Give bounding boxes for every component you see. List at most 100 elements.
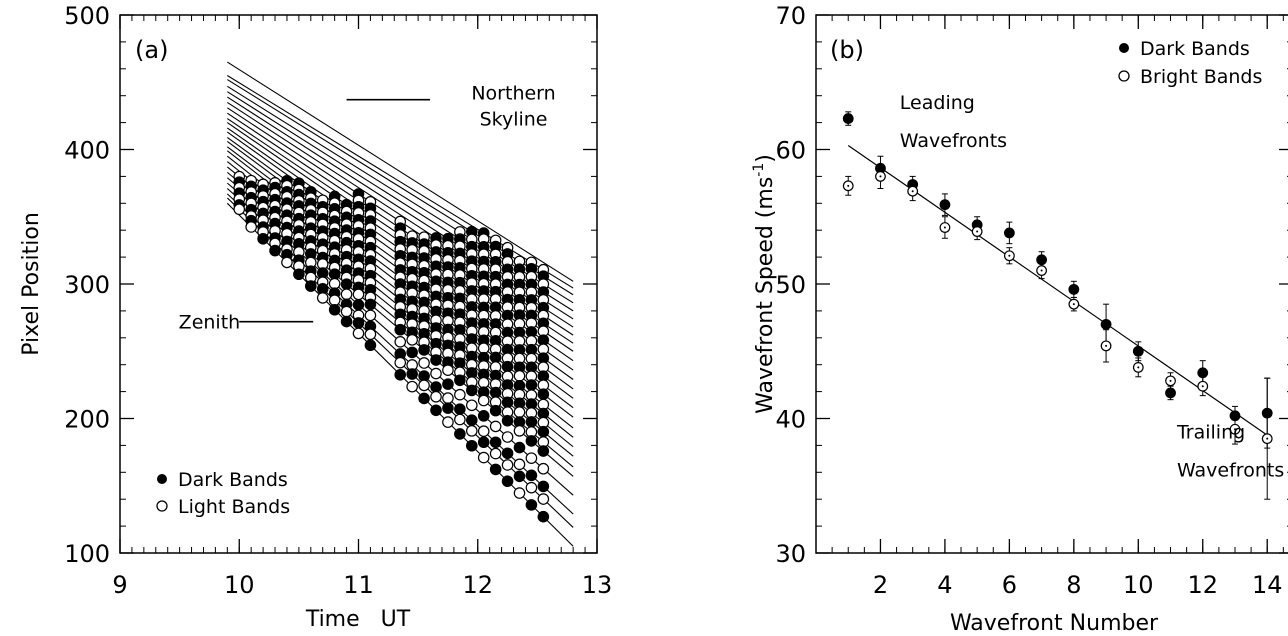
dark-band-point [513,441,526,454]
panel-a-band-points [233,170,550,523]
light-band-point [430,390,442,403]
light-band-point [442,364,454,376]
light-band-point [454,413,466,426]
dark-band-point [269,244,281,257]
light-band-point [477,394,490,407]
light-band-point [364,328,377,341]
band-fit-line [227,75,574,289]
light-band-point [364,309,377,322]
b-x-tick-label: 6 [1002,571,1017,599]
trailing-label: Trailing [1176,422,1245,444]
dark-band-point [1197,367,1209,379]
dark-band-point [454,403,466,415]
dark-band-point [1100,318,1112,330]
dark-band-point [465,384,478,397]
dark-band-point [501,396,514,409]
dark-band-point [489,386,502,399]
zenith-label: Zenith [179,312,241,334]
a-y-tick-label: 400 [64,137,110,165]
bright-band-point-center [1201,385,1204,388]
panel-a-legend: Dark Bands Light Bands [156,469,290,518]
light-band-point [406,334,418,346]
b-x-tick-label: 14 [1252,571,1283,599]
dark-band-point [513,470,526,483]
legend-dark-bands-label: Dark Bands [178,469,288,491]
legend-dark-bands-marker [1119,43,1129,53]
light-band-point [442,416,454,428]
dark-band-point [430,381,442,393]
b-x-tick-label: 8 [1066,571,1081,599]
light-band-point [340,288,353,301]
a-x-tick-label: 12 [462,571,493,599]
dark-band-point [430,354,442,366]
light-band-point [465,399,478,412]
a-y-tick-label: 200 [64,406,110,434]
b-y-tick-label: 50 [775,271,806,299]
panel-b-y-axis-title-main: Wavefront Speed (ms [753,177,778,414]
dark-band-point [501,475,514,488]
light-band-point [477,425,490,438]
bright-band-point-center [943,226,946,229]
panel-b-y-axis-title-sup: -1 [751,163,767,177]
dark-band-point [454,428,466,440]
light-band-point [454,388,466,401]
dark-band-point [525,499,538,511]
bright-band-point-center [1072,303,1075,306]
light-band-point [513,458,526,471]
trailing-wavefronts-label: Wavefronts [1177,459,1284,481]
panel-a-reference-lines [239,98,431,323]
light-band-point [513,406,526,418]
dark-band-point [537,388,550,400]
b-x-tick-label: 2 [873,571,888,599]
light-band-point [430,367,442,380]
northern-label: Northern [471,83,555,105]
panel-a-axes: 9 10 11 12 13 100 200 300 400 500 [64,2,612,599]
light-band-point [418,357,430,369]
light-band-point [477,451,490,464]
light-band-point [525,481,538,494]
dark-band-point [537,510,550,523]
dark-band-point [537,445,550,457]
dark-band-point [340,315,353,328]
light-band-point [328,294,341,306]
dark-band-point [304,280,317,292]
a-x-tick-label: 9 [112,571,127,599]
dark-band-point [501,447,514,460]
b-x-tick-label: 4 [937,571,952,599]
bright-band-point-center [1040,269,1043,272]
bright-band-point-center [1008,254,1011,257]
legend-dark-bands-marker [157,474,167,484]
b-y-tick-label: 30 [775,540,806,568]
dark-band-point [1132,345,1144,357]
panel-b-data-points [842,111,1273,500]
light-band-point [394,356,407,369]
bright-band-point-center [1105,344,1108,347]
bright-band-point-center [1233,428,1236,431]
a-x-tick-label: 11 [343,571,374,599]
dark-band-point [406,368,418,380]
panel-b-legend: Dark Bands Bright Bands [1118,38,1262,88]
dark-band-point [352,317,365,329]
light-band-point [489,447,502,460]
b-x-tick-label: 12 [1187,571,1218,599]
panel-a-x-axis-title: Time UT [305,607,411,632]
dark-band-point [340,278,353,291]
bright-band-point-center [1137,366,1140,369]
bright-band-point-center [976,230,979,233]
legend-bright-bands-label: Bright Bands [1140,66,1262,88]
dark-band-point [842,113,854,124]
dark-band-point [477,436,490,449]
band-fit-line [227,61,574,282]
leading-label: Leading [900,92,975,114]
dark-band-point [489,351,502,364]
light-band-point [489,420,502,433]
dark-band-point [293,268,305,281]
light-band-point [340,305,353,318]
skyline-label: Skyline [480,108,548,130]
dark-band-point [1165,387,1176,399]
panel-b-y-axis-title-close: ) [753,154,778,163]
light-band-point [418,379,430,392]
panel-b-wavefront-speed-chart: 2 4 6 8 10 12 14 30 40 50 60 70 (b) Leading Wavefro… [751,2,1288,636]
light-band-point [394,336,407,348]
